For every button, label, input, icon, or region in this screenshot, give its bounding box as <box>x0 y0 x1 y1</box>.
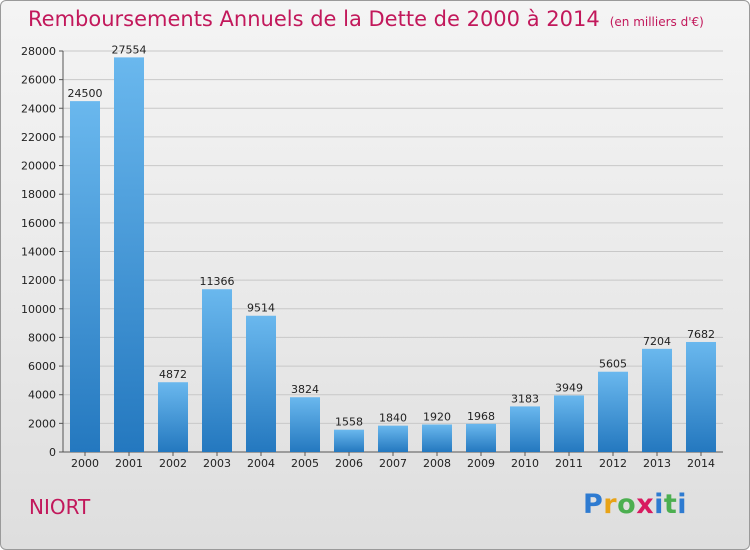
chart-title: Remboursements Annuels de la Dette de 20… <box>28 7 600 31</box>
y-tick-label: 6000 <box>28 360 56 373</box>
x-tick-label: 2010 <box>511 457 539 470</box>
x-tick-label: 2003 <box>203 457 231 470</box>
bar <box>554 395 584 452</box>
logo-letter: i <box>677 489 688 520</box>
data-label: 7682 <box>687 328 715 341</box>
x-tick-label: 2014 <box>687 457 715 470</box>
y-tick-label: 12000 <box>21 274 56 287</box>
data-label: 3949 <box>555 381 583 394</box>
data-label: 3183 <box>511 392 539 405</box>
data-label: 11366 <box>200 275 235 288</box>
bar <box>378 425 408 452</box>
logo-letter: x <box>636 489 655 520</box>
y-tick-label: 2000 <box>28 417 56 430</box>
bar <box>466 423 496 452</box>
bar <box>290 397 320 452</box>
y-tick-label: 4000 <box>28 389 56 402</box>
bar <box>70 101 100 452</box>
title-block: Remboursements Annuels de la Dette de 20… <box>28 7 704 31</box>
x-tick-label: 2011 <box>555 457 583 470</box>
y-tick-label: 10000 <box>21 303 56 316</box>
data-label: 7204 <box>643 335 671 348</box>
x-tick-label: 2000 <box>71 457 99 470</box>
x-tick-label: 2012 <box>599 457 627 470</box>
x-tick-label: 2013 <box>643 457 671 470</box>
x-tick-label: 2007 <box>379 457 407 470</box>
bar <box>686 341 716 452</box>
data-label: 1558 <box>335 416 363 429</box>
logo-letter: t <box>663 489 678 520</box>
bar <box>334 429 364 452</box>
data-label: 4872 <box>159 368 187 381</box>
data-label: 1920 <box>423 411 451 424</box>
bar <box>422 424 452 452</box>
data-label: 5605 <box>599 358 627 371</box>
unit-label: (en milliers d'€) <box>609 15 704 29</box>
bar <box>158 382 188 452</box>
data-label: 24500 <box>68 87 103 100</box>
x-tick-label: 2006 <box>335 457 363 470</box>
y-tick-label: 16000 <box>21 217 56 230</box>
bar <box>202 289 232 452</box>
y-tick-label: 26000 <box>21 74 56 87</box>
y-tick-label: 18000 <box>21 188 56 201</box>
y-tick-label: 20000 <box>21 160 56 173</box>
bar <box>598 371 628 452</box>
logo-letter: o <box>617 489 637 520</box>
data-label: 27554 <box>112 43 147 56</box>
y-tick-label: 14000 <box>21 246 56 259</box>
data-label: 1840 <box>379 412 407 425</box>
y-tick-label: 0 <box>49 446 56 459</box>
logo-letter: P <box>583 489 604 520</box>
y-tick-label: 8000 <box>28 331 56 344</box>
data-label: 3824 <box>291 383 319 396</box>
y-tick-label: 22000 <box>21 131 56 144</box>
data-label: 1968 <box>467 410 495 423</box>
bar <box>510 406 540 452</box>
x-tick-label: 2001 <box>115 457 143 470</box>
data-label: 9514 <box>247 302 275 315</box>
logo-letter: i <box>654 489 664 520</box>
y-tick-label: 24000 <box>21 102 56 115</box>
x-tick-label: 2008 <box>423 457 451 470</box>
x-tick-label: 2002 <box>159 457 187 470</box>
logo-letter: r <box>603 489 618 520</box>
x-tick-label: 2005 <box>291 457 319 470</box>
city-name: NIORT <box>29 495 91 519</box>
bar <box>114 57 144 452</box>
x-tick-label: 2004 <box>247 457 275 470</box>
x-tick-label: 2009 <box>467 457 495 470</box>
proxiti-logo: Proxiti <box>583 489 687 520</box>
y-tick-label: 28000 <box>21 45 56 58</box>
bar <box>246 315 276 452</box>
bar <box>642 348 672 452</box>
